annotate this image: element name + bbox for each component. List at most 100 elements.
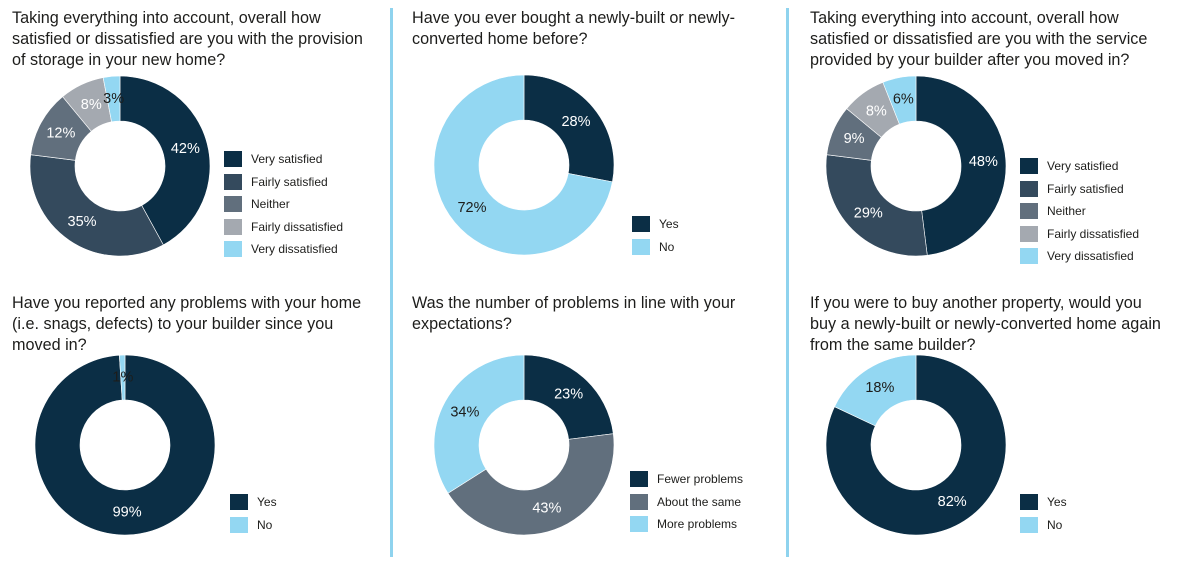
legend-item-very-satisfied: Very satisfied: [1020, 155, 1139, 178]
slice-no: [433, 74, 613, 256]
chart-panel-aftercare-satisfaction: Taking everything into account, overall …: [810, 8, 1185, 278]
column-divider-1: [390, 8, 393, 557]
legend-swatch: [1020, 225, 1038, 242]
slice-very-satisfied: [119, 75, 211, 246]
slice-very-dissatisfied: [882, 75, 917, 125]
legend-item-no: No: [1020, 514, 1067, 537]
legend-label: Fairly dissatisfied: [251, 219, 344, 234]
chart-title: Have you ever bought a newly-built or ne…: [412, 9, 736, 48]
legend-label: Yes: [1047, 495, 1067, 510]
legend-label: No: [1047, 517, 1063, 532]
slice-label-no: 72%: [457, 200, 486, 216]
donut-chart: 23% 43% 34%: [433, 354, 615, 536]
chart-legend: Very satisfied Fairly satisfied Neither Fai…: [224, 148, 343, 261]
legend-swatch: [632, 216, 650, 233]
slice-very-satisfied: [915, 75, 1007, 256]
legend-label: Very dissatisfied: [251, 242, 338, 257]
slice-label-very-dissatisfied: 3%: [103, 91, 124, 107]
legend-item-very-dissatisfied: Very dissatisfied: [224, 238, 343, 261]
donut-chart: 82% 18%: [825, 354, 1007, 536]
legend-label: Fairly dissatisfied: [1047, 226, 1140, 241]
legend-label: No: [659, 239, 675, 254]
legend-swatch: [1020, 180, 1038, 197]
legend-label: Yes: [659, 217, 679, 232]
slice-label-more-problems: 34%: [450, 404, 479, 420]
legend-swatch: [230, 494, 248, 511]
slice-label-yes: 99%: [113, 504, 142, 520]
donut-chart: 42% 35% 12% 8% 3%: [29, 75, 211, 257]
slice-about-the-same: [447, 433, 615, 536]
slice-label-yes: 28%: [561, 114, 590, 130]
slice-label-fairly-satisfied: 35%: [68, 214, 97, 230]
legend-swatch: [1020, 203, 1038, 220]
slice-fairly-satisfied: [825, 154, 928, 257]
legend-label: Neither: [251, 197, 290, 212]
legend-item-no: No: [230, 514, 277, 537]
slice-label-fairly-satisfied: 29%: [854, 206, 883, 222]
slice-label-no: 18%: [865, 380, 894, 396]
legend-item-neither: Neither: [1020, 200, 1139, 223]
legend-swatch: [230, 516, 248, 533]
legend-swatch: [224, 151, 242, 168]
legend-swatch: [224, 218, 242, 235]
slice-label-neither: 9%: [844, 131, 865, 147]
legend-item-fairly-satisfied: Fairly satisfied: [1020, 178, 1139, 201]
legend-swatch: [1020, 158, 1038, 175]
legend-label: Yes: [257, 495, 277, 510]
legend-item-fewer-problems: Fewer problems: [630, 468, 743, 491]
legend-label: About the same: [657, 494, 742, 509]
slice-label-very-satisfied: 48%: [969, 154, 998, 170]
slice-no: [834, 354, 917, 427]
donut-chart: 48% 29% 9%8% 6%: [825, 75, 1007, 257]
slice-label-fairly-dissatisfied: 8%: [81, 97, 102, 113]
chart-legend: Yes No: [1020, 491, 1067, 536]
chart-title: If you were to buy another property, wou…: [810, 294, 1161, 354]
legend-swatch: [630, 471, 648, 488]
slice-label-fewer-problems: 23%: [554, 386, 583, 402]
legend-label: Fewer problems: [657, 472, 744, 487]
legend-item-fairly-dissatisfied: Fairly dissatisfied: [224, 216, 343, 239]
chart-panel-storage-satisfaction: Taking everything into account, overall …: [12, 8, 387, 278]
chart-panel-buy-again: If you were to buy another property, wou…: [810, 293, 1185, 563]
chart-panel-bought-new-home-before: Have you ever bought a newly-built or ne…: [412, 8, 787, 278]
legend-swatch: [630, 516, 648, 533]
legend-swatch: [1020, 494, 1038, 511]
chart-title: Taking everything into account, overall …: [12, 9, 363, 69]
legend-label: Fairly satisfied: [251, 174, 328, 189]
column-divider-2: [786, 8, 789, 557]
legend-swatch: [1020, 248, 1038, 265]
legend-label: Very dissatisfied: [1047, 249, 1134, 264]
chart-panel-reported-problems: Have you reported any problems with your…: [12, 293, 387, 563]
legend-item-no: No: [632, 236, 679, 259]
legend-label: Neither: [1047, 204, 1086, 219]
slice-label-very-satisfied: 42%: [171, 141, 200, 157]
chart-legend: Yes No: [632, 213, 679, 258]
legend-swatch: [224, 241, 242, 258]
legend-label: Very satisfied: [1047, 159, 1119, 174]
chart-legend: Yes No: [230, 491, 277, 536]
legend-item-about-the-same: About the same: [630, 491, 743, 514]
chart-title: Was the number of problems in line with …: [412, 294, 736, 333]
legend-item-fairly-dissatisfied: Fairly dissatisfied: [1020, 223, 1139, 246]
slice-fewer-problems: [523, 354, 614, 440]
legend-item-more-problems: More problems: [630, 513, 743, 536]
legend-item-fairly-satisfied: Fairly satisfied: [224, 171, 343, 194]
chart-title: Have you reported any problems with your…: [12, 294, 362, 354]
slice-label-neither: 12%: [46, 125, 75, 141]
chart-panel-problems-expectations: Was the number of problems in line with …: [412, 293, 787, 563]
slice-fairly-satisfied: [29, 154, 164, 257]
slice-label-about-the-same: 43%: [532, 501, 561, 517]
legend-item-neither: Neither: [224, 193, 343, 216]
legend-swatch: [632, 238, 650, 255]
slice-label-yes: 82%: [938, 494, 967, 510]
legend-item-very-dissatisfied: Very dissatisfied: [1020, 245, 1139, 268]
slice-no: [119, 354, 126, 401]
legend-swatch: [224, 173, 242, 190]
donut-chart: 28% 72%: [433, 74, 615, 256]
legend-item-yes: Yes: [632, 213, 679, 236]
legend-item-yes: Yes: [230, 491, 277, 514]
slice-label-fairly-dissatisfied: 8%: [866, 103, 887, 119]
slice-very-dissatisfied: [102, 75, 121, 123]
slice-label-no: 1%: [112, 370, 133, 386]
donut-chart: 99% 1%: [34, 354, 216, 536]
